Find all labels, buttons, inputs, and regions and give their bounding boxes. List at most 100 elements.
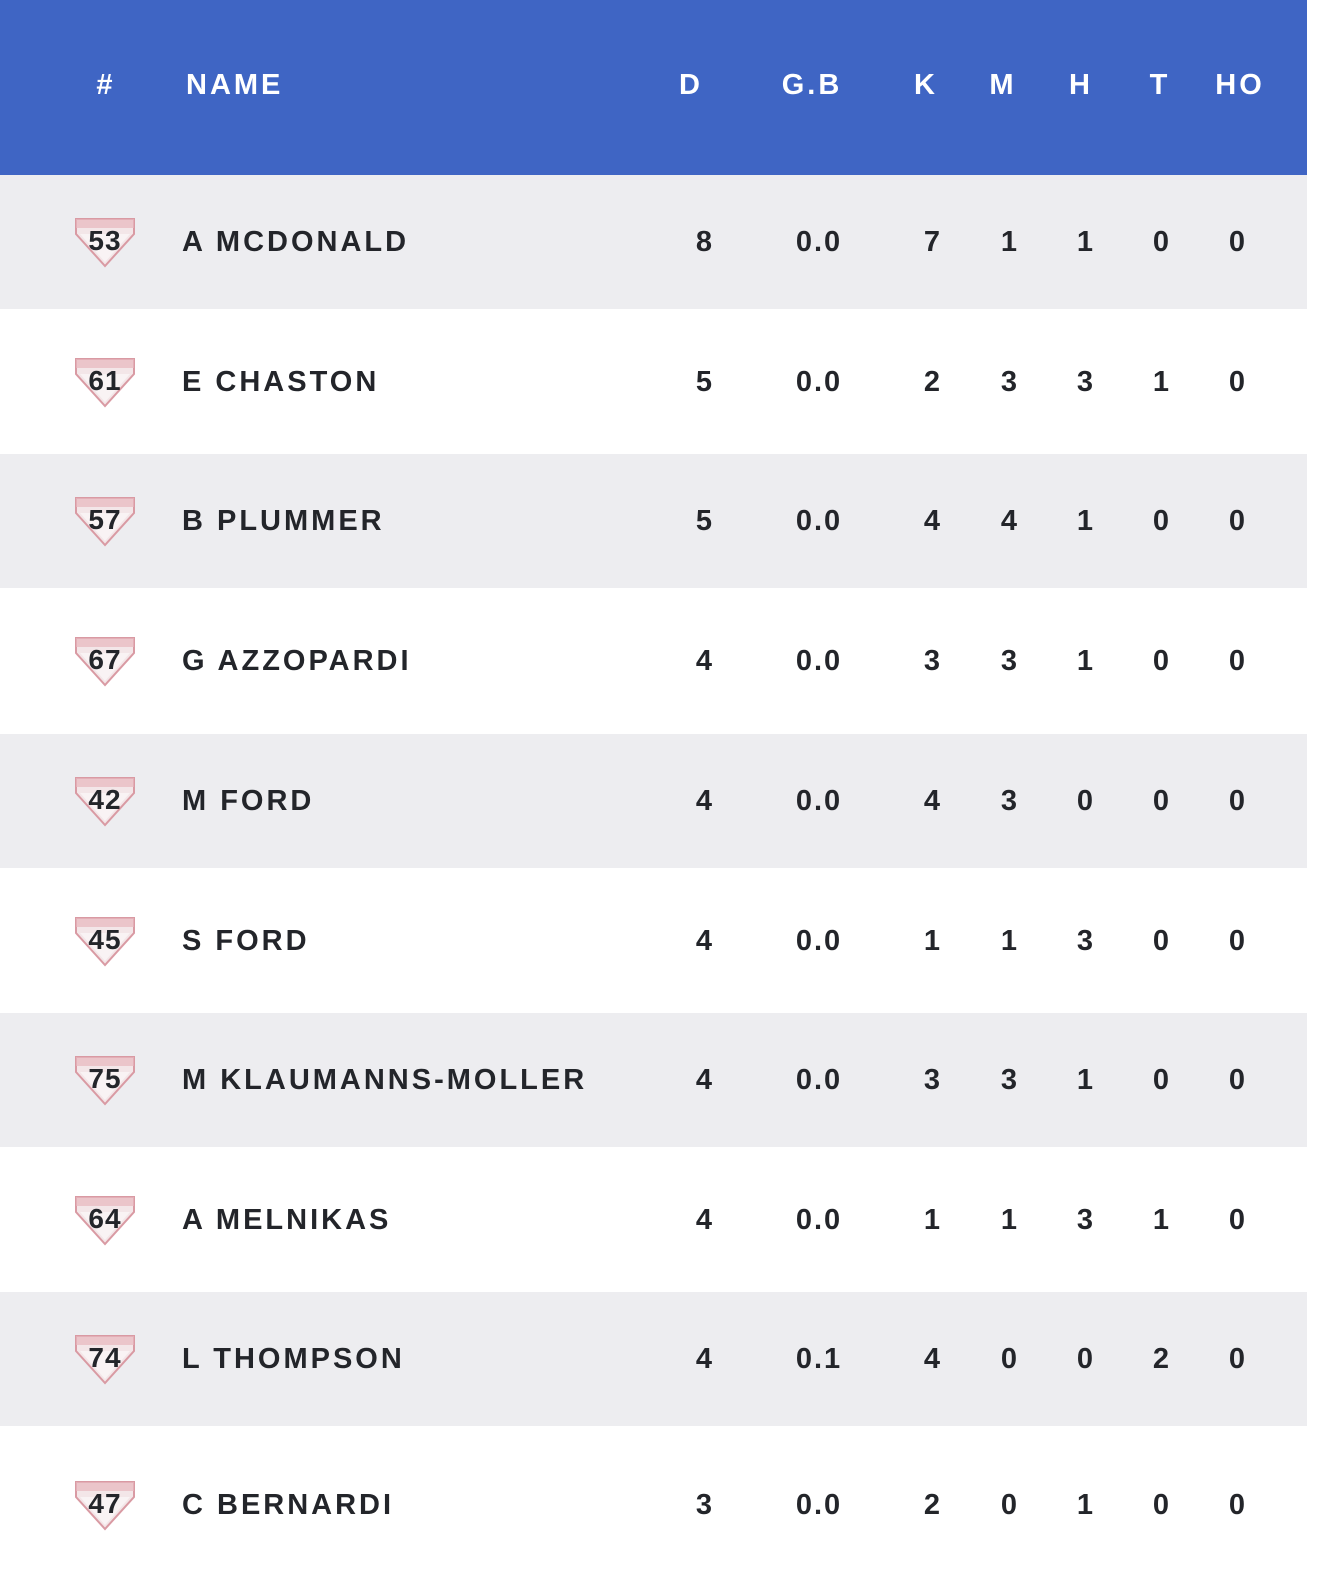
player-name[interactable]: G AZZOPARDI	[182, 645, 412, 677]
essendon-club-guernsey-icon	[75, 1335, 135, 1385]
essendon-club-guernsey-icon	[75, 1481, 135, 1531]
jumper-number: 53	[88, 225, 122, 256]
marks-value: 1	[1000, 1204, 1020, 1236]
player-name[interactable]: A MELNIKAS	[182, 1204, 392, 1236]
tackles-value: 0	[1152, 645, 1172, 677]
disposals-value: 4	[695, 785, 715, 817]
disposals-value: 4	[695, 925, 715, 957]
disposals-value: 4	[695, 1204, 715, 1236]
jumper-number-badge: 64	[74, 1194, 136, 1246]
table-row[interactable]: 47 C BERNARDI 3 0.0 2 0 1 0 0	[0, 1426, 1307, 1583]
tackles-value: 0	[1152, 1064, 1172, 1096]
player-name[interactable]: C BERNARDI	[182, 1489, 395, 1521]
hitouts-value: 0	[1228, 366, 1248, 398]
tackles-value: 2	[1152, 1343, 1172, 1375]
table-row[interactable]: 75 M KLAUMANNS-MOLLER 4 0.0 3 3 1 0 0	[0, 1013, 1307, 1147]
player-name[interactable]: B PLUMMER	[182, 505, 385, 537]
handballs-value: 1	[1076, 1064, 1096, 1096]
handballs-value: 1	[1076, 1489, 1096, 1521]
hitouts-value: 0	[1228, 226, 1248, 258]
jumper-number-badge: 67	[74, 635, 136, 687]
table-row[interactable]: 42 M FORD 4 0.0 4 3 0 0 0	[0, 734, 1307, 868]
header-number[interactable]: #	[96, 69, 116, 101]
tackles-value: 0	[1152, 226, 1172, 258]
jumper-number: 42	[88, 784, 122, 815]
hitouts-value: 0	[1228, 645, 1248, 677]
kicks-value: 3	[923, 1064, 943, 1096]
table-row[interactable]: 64 A MELNIKAS 4 0.0 1 1 3 1 0	[0, 1147, 1307, 1292]
kicks-value: 2	[923, 366, 943, 398]
table-body: 53 A MCDONALD 8 0.0 7 1 1 0 0 61 E CHASTON 5 0.0 2 3 3 1…	[0, 175, 1307, 1583]
jumper-number: 45	[88, 924, 122, 955]
table-row[interactable]: 67 G AZZOPARDI 4 0.0 3 3 1 0 0	[0, 588, 1307, 734]
table-row[interactable]: 61 E CHASTON 5 0.0 2 3 3 1 0	[0, 309, 1307, 454]
marks-value: 3	[1000, 1064, 1020, 1096]
jumper-number-badge: 75	[74, 1054, 136, 1106]
header-name[interactable]: NAME	[186, 69, 284, 101]
jumper-number-badge: 45	[74, 915, 136, 967]
essendon-club-guernsey-icon	[75, 917, 135, 967]
disposals-value: 5	[695, 505, 715, 537]
player-name[interactable]: M KLAUMANNS-MOLLER	[182, 1064, 588, 1096]
marks-value: 1	[1000, 226, 1020, 258]
goals-behinds-value: 0.0	[795, 505, 843, 537]
jumper-number-badge: 42	[74, 775, 136, 827]
kicks-value: 7	[923, 226, 943, 258]
essendon-club-guernsey-icon	[75, 497, 135, 547]
handballs-value: 0	[1076, 785, 1096, 817]
header-tackles[interactable]: T	[1149, 69, 1171, 101]
table-row[interactable]: 53 A MCDONALD 8 0.0 7 1 1 0 0	[0, 175, 1307, 309]
handballs-value: 1	[1076, 226, 1096, 258]
goals-behinds-value: 0.0	[795, 1064, 843, 1096]
player-name[interactable]: S FORD	[182, 925, 310, 957]
marks-value: 0	[1000, 1489, 1020, 1521]
hitouts-value: 0	[1228, 505, 1248, 537]
essendon-club-guernsey-icon	[75, 218, 135, 268]
hitouts-value: 0	[1228, 1489, 1248, 1521]
hitouts-value: 0	[1228, 1064, 1248, 1096]
jumper-number-badge: 47	[74, 1479, 136, 1531]
header-disposals[interactable]: D	[679, 69, 703, 101]
header-kicks[interactable]: K	[914, 69, 938, 101]
header-handballs[interactable]: H	[1069, 69, 1093, 101]
kicks-value: 4	[923, 1343, 943, 1375]
jumper-number: 57	[88, 504, 122, 535]
table-row[interactable]: 74 L THOMPSON 4 0.1 4 0 0 2 0	[0, 1292, 1307, 1426]
player-name[interactable]: E CHASTON	[182, 366, 380, 398]
marks-value: 1	[1000, 925, 1020, 957]
hitouts-value: 0	[1228, 925, 1248, 957]
table-row[interactable]: 57 B PLUMMER 5 0.0 4 4 1 0 0	[0, 454, 1307, 588]
handballs-value: 3	[1076, 925, 1096, 957]
table-row[interactable]: 45 S FORD 4 0.0 1 1 3 0 0	[0, 868, 1307, 1013]
jumper-number: 75	[88, 1063, 122, 1094]
tackles-value: 0	[1152, 1489, 1172, 1521]
player-name[interactable]: M FORD	[182, 785, 315, 817]
jumper-number: 47	[88, 1488, 122, 1519]
disposals-value: 3	[695, 1489, 715, 1521]
goals-behinds-value: 0.1	[795, 1343, 843, 1375]
kicks-value: 3	[923, 645, 943, 677]
header-goals-behinds[interactable]: G.B	[781, 69, 843, 101]
marks-value: 0	[1000, 1343, 1020, 1375]
player-name[interactable]: A MCDONALD	[182, 226, 410, 258]
player-name[interactable]: L THOMPSON	[182, 1343, 405, 1375]
essendon-club-guernsey-icon	[75, 1196, 135, 1246]
goals-behinds-value: 0.0	[795, 1489, 843, 1521]
jumper-number-badge: 74	[74, 1333, 136, 1385]
jumper-number: 67	[88, 644, 122, 675]
goals-behinds-value: 0.0	[795, 366, 843, 398]
essendon-club-guernsey-icon	[75, 1056, 135, 1106]
jumper-number-badge: 57	[74, 495, 136, 547]
essendon-club-guernsey-icon	[75, 777, 135, 827]
kicks-value: 1	[923, 1204, 943, 1236]
header-marks[interactable]: M	[989, 69, 1017, 101]
header-hitouts[interactable]: HO	[1215, 69, 1265, 101]
essendon-club-guernsey-icon	[75, 358, 135, 408]
marks-value: 3	[1000, 366, 1020, 398]
tackles-value: 0	[1152, 785, 1172, 817]
handballs-value: 3	[1076, 366, 1096, 398]
handballs-value: 1	[1076, 505, 1096, 537]
hitouts-value: 0	[1228, 1343, 1248, 1375]
goals-behinds-value: 0.0	[795, 645, 843, 677]
